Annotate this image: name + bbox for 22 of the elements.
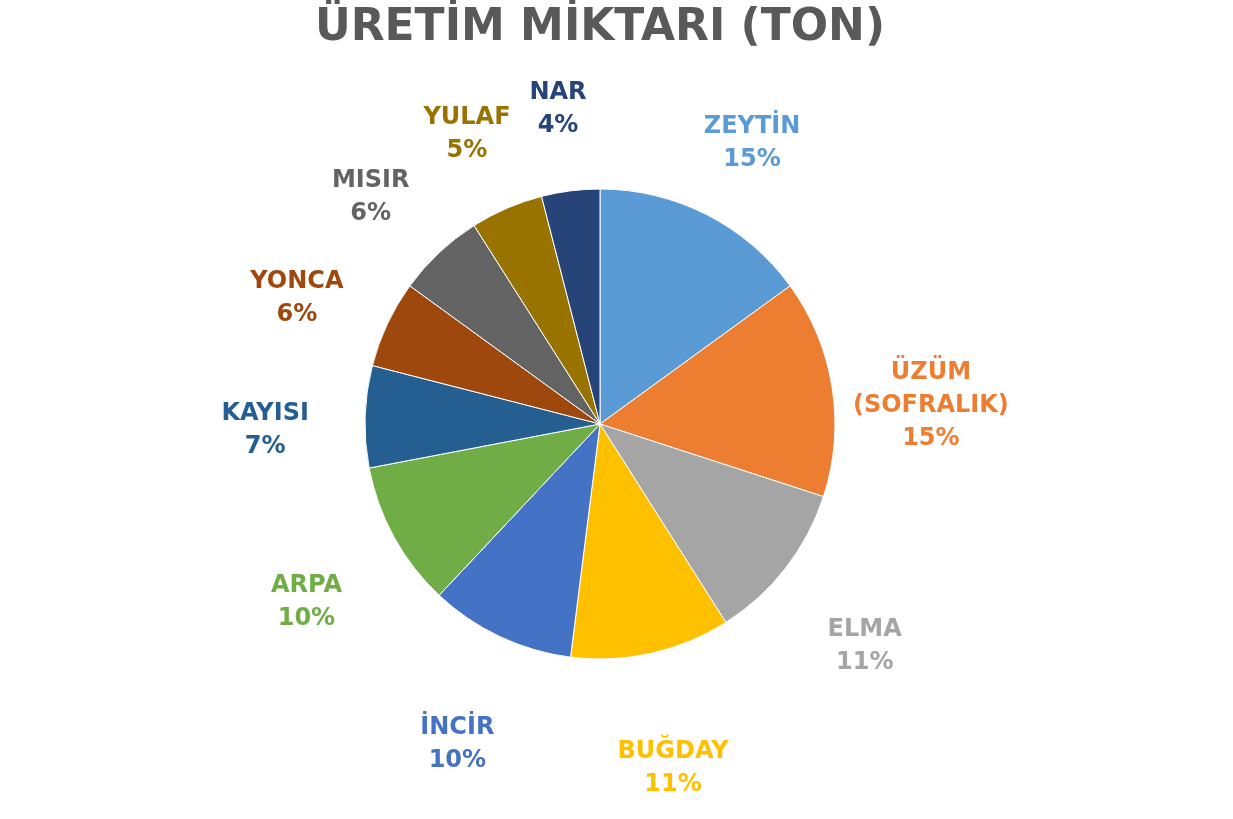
slice-label: YULAF: [422, 101, 511, 130]
data-label: 4%: [537, 109, 579, 138]
slice-label: ZEYTİN: [703, 109, 801, 139]
data-label: 6%: [350, 197, 392, 226]
slice-label: ARPA: [270, 570, 343, 599]
slice-label: NAR: [529, 76, 587, 105]
data-label: 11%: [835, 647, 894, 676]
slice-label: YONCA: [249, 266, 344, 295]
data-label: 15%: [902, 422, 960, 451]
slice-label: ÜZÜM (SOFRALIK): [852, 354, 1009, 418]
slice-label: ELMA: [827, 614, 903, 643]
data-label: 11%: [644, 768, 702, 797]
slice-label: KAYISI: [221, 398, 309, 427]
data-label: 10%: [428, 745, 487, 774]
slice-label: BUĞDAY: [617, 733, 730, 764]
data-label: 15%: [723, 143, 781, 172]
slice-label: MISIR: [331, 164, 410, 193]
data-label: 6%: [276, 299, 318, 328]
data-label: 5%: [446, 134, 488, 163]
data-label: 10%: [277, 603, 336, 632]
data-label: 7%: [244, 431, 286, 460]
slice-label: İNCİR: [420, 711, 495, 741]
